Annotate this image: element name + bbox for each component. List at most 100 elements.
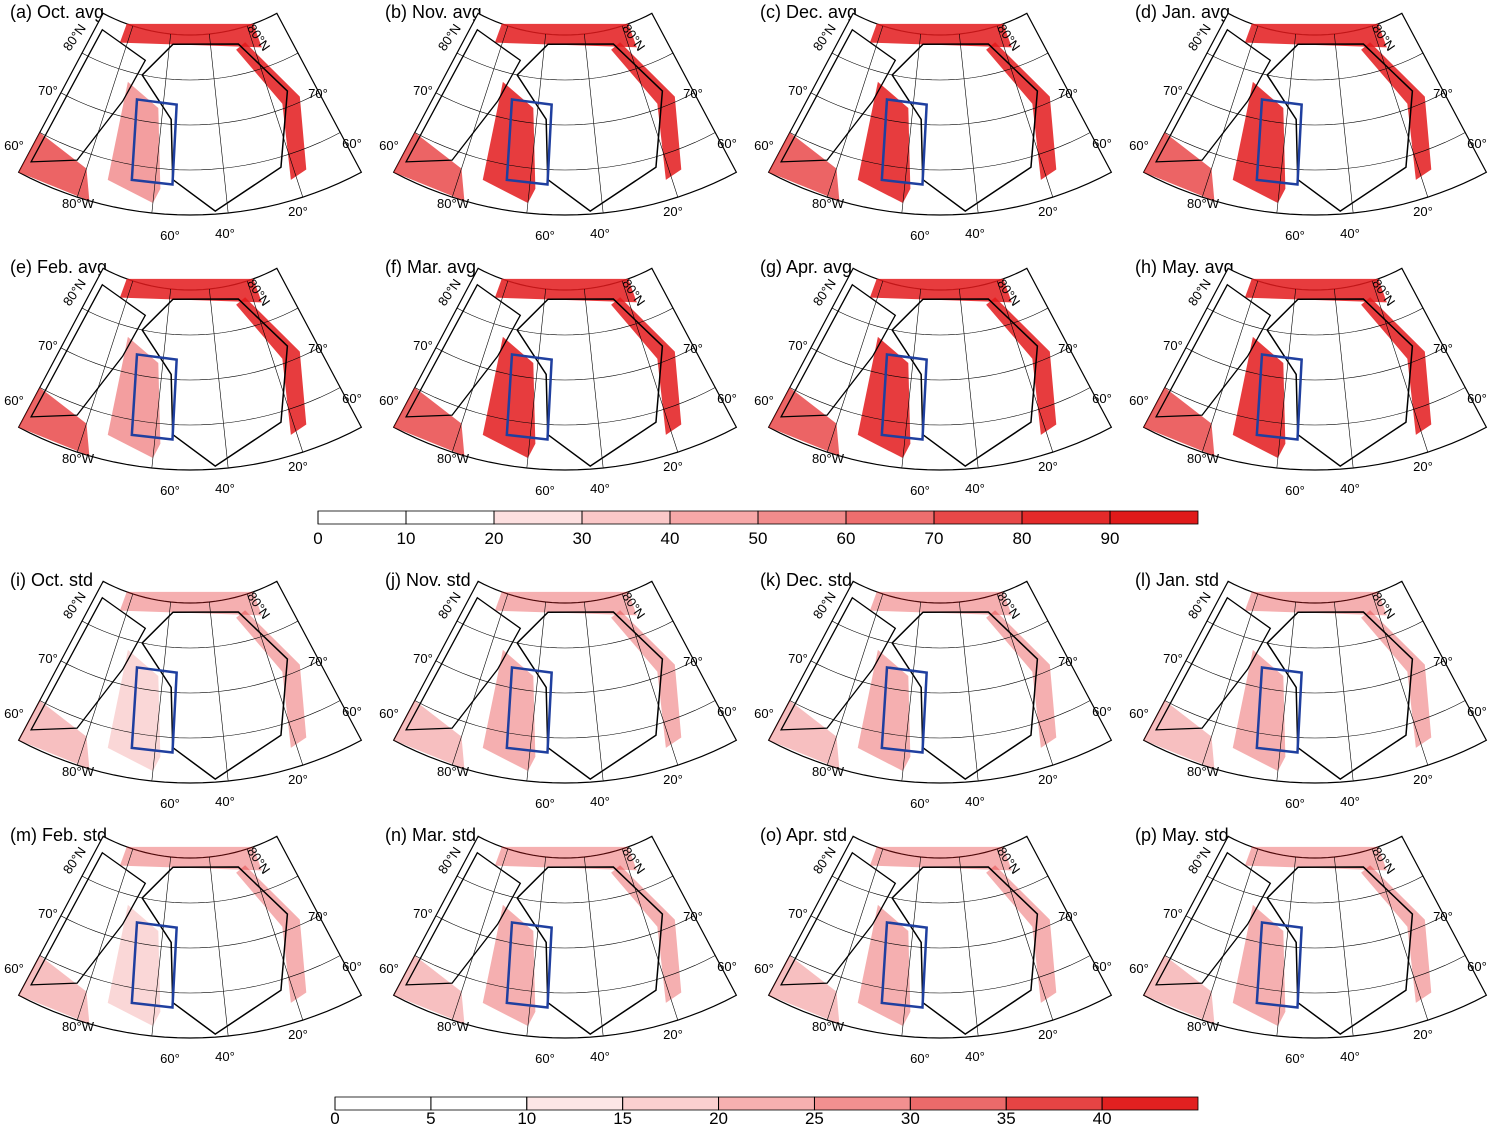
coastline [404, 28, 522, 163]
colorbar-box [669, 510, 759, 525]
panel-title: (o) Apr. std [760, 825, 847, 845]
coastline [516, 298, 664, 468]
map-frame [17, 835, 363, 1039]
graticule-label: 70° [1058, 341, 1078, 356]
colorbar-label: 30 [573, 529, 592, 548]
graticule-label: 60° [717, 391, 737, 406]
colorbar-box [933, 510, 1023, 525]
graticule-label: 60° [1467, 391, 1487, 406]
graticule-line [826, 848, 884, 1021]
graticule-label: 60° [379, 706, 399, 721]
graticule-line [1371, 280, 1429, 453]
graticule-line [584, 856, 604, 1037]
graticule-line [959, 601, 979, 782]
map-frame [17, 580, 363, 784]
ice-shading [119, 846, 262, 871]
ice-shading [393, 700, 465, 769]
ice-shading [1244, 278, 1387, 303]
coastline [141, 866, 289, 1036]
colorbar-label: 60 [837, 529, 856, 548]
graticule-label: 40° [590, 794, 610, 809]
graticule-line [810, 347, 1070, 381]
coastline [516, 611, 664, 781]
graticule-label: 80°W [437, 196, 470, 211]
graticule-label: 70° [788, 338, 808, 353]
ice-shading [18, 700, 90, 769]
colorbar-label: 35 [997, 1109, 1016, 1128]
graticule-label: 70° [38, 906, 58, 921]
colorbar-box [1109, 510, 1199, 525]
graticule-line [1185, 347, 1445, 381]
graticule-label: 70° [1433, 86, 1453, 101]
colorbar-label: 50 [749, 529, 768, 548]
colorbar-label: 80 [1013, 529, 1032, 548]
graticule-line [1371, 848, 1429, 1021]
graticule-label: 70° [1433, 909, 1453, 924]
ice-shading [236, 610, 307, 748]
ice-shading [18, 132, 90, 201]
graticule-label: 60° [1285, 483, 1305, 498]
graticule-line [959, 856, 979, 1037]
graticule-line [76, 848, 134, 1021]
graticule-line [246, 25, 304, 198]
graticule-line [76, 25, 134, 198]
graticule-label: 20° [288, 459, 308, 474]
graticule-label: 70° [308, 86, 328, 101]
graticule-label: 70° [788, 83, 808, 98]
graticule-label: 70° [1163, 651, 1183, 666]
coastline [779, 28, 897, 163]
study-box [130, 921, 178, 1009]
graticule-line [1334, 856, 1354, 1037]
graticule-label: 60° [160, 228, 180, 243]
coastline [29, 28, 147, 163]
colorbar-label: 10 [517, 1109, 536, 1128]
graticule-label: 80°W [1187, 764, 1220, 779]
graticule-label: 60° [754, 138, 774, 153]
graticule-line [1334, 601, 1354, 782]
ice-shading [236, 865, 307, 1003]
ice-shading [1361, 610, 1432, 748]
graticule-line [246, 848, 304, 1021]
study-box [1255, 921, 1303, 1009]
map-frame [392, 835, 738, 1039]
colorbar-box [845, 510, 935, 525]
graticule-line [826, 593, 884, 766]
coastline [516, 43, 664, 213]
panel-title: (j) Nov. std [385, 570, 471, 590]
coastline [141, 43, 289, 213]
graticule-line [39, 132, 341, 171]
study-box [505, 353, 553, 441]
graticule-line [810, 92, 1070, 126]
colorbar-label: 0 [330, 1109, 339, 1128]
graticule-line [414, 387, 716, 426]
graticule-label: 60° [1467, 136, 1487, 151]
colorbar-box [334, 1096, 432, 1111]
map-frame [392, 580, 738, 784]
ice-shading [119, 278, 262, 303]
graticule-label: 60° [1129, 138, 1149, 153]
colorbar-label: 25 [805, 1109, 824, 1128]
study-box [1255, 98, 1303, 186]
study-box [1255, 353, 1303, 441]
ice-shading [768, 955, 840, 1024]
graticule-label: 70° [1058, 654, 1078, 669]
graticule-line [39, 387, 341, 426]
graticule-label: 60° [379, 138, 399, 153]
graticule-label: 70° [413, 338, 433, 353]
ice-shading [869, 23, 1012, 48]
graticule-label: 70° [683, 909, 703, 924]
coastline [404, 596, 522, 731]
colorbar-box [718, 1096, 815, 1111]
graticule-label: 60° [1467, 704, 1487, 719]
panel-title: (b) Nov. avg [385, 2, 482, 22]
graticule-label: 80°W [812, 451, 845, 466]
graticule-label: 20° [288, 772, 308, 787]
ice-shading [494, 846, 637, 871]
graticule-line [996, 593, 1054, 766]
